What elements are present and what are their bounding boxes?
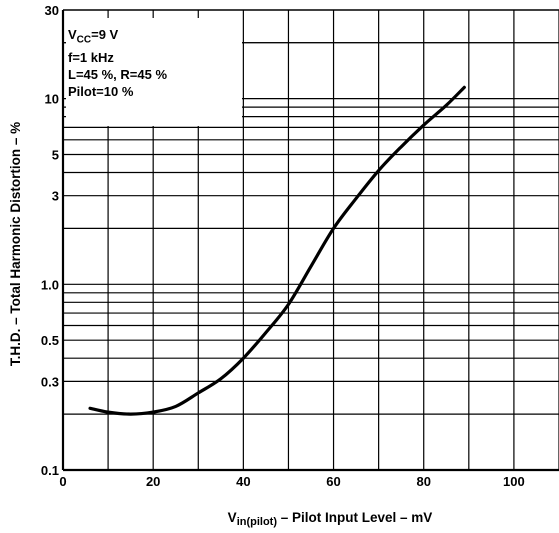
grid: [63, 10, 559, 470]
series-layer: [88, 85, 466, 416]
legend-pilot: Pilot=10 %: [68, 83, 134, 99]
y-tick-label: 5: [52, 148, 59, 163]
legend: VCC=9 V f=1 kHz L=45 %, R=45 % Pilot=10 …: [66, 18, 242, 126]
y-tick-label: 30: [45, 3, 59, 18]
x-tick-label: 100: [503, 474, 525, 489]
x-tick-label: 80: [416, 474, 430, 489]
y-tick-label: 1.0: [41, 277, 59, 292]
x-tick-label: 60: [326, 474, 340, 489]
x-tick-label: 0: [59, 474, 66, 489]
legend-vcc: VCC=9 V: [68, 27, 119, 46]
legend-frequency: f=1 kHz: [68, 49, 114, 65]
legend-levels: L=45 %, R=45 %: [68, 66, 167, 82]
x-tick-label: 20: [146, 474, 160, 489]
y-tick-label: 0.3: [41, 374, 59, 389]
x-tick-label: 40: [236, 474, 250, 489]
y-tick-label: 0.1: [41, 463, 59, 478]
thd-curve: [88, 85, 466, 416]
y-axis-label: T.H.D. – Total Harmonic Distortion – %: [8, 122, 23, 366]
y-tick-label: 10: [45, 92, 59, 107]
y-tick-label: 3: [52, 189, 59, 204]
y-tick-label: 0.5: [41, 333, 59, 348]
axes: [61, 9, 559, 472]
tick-labels: 0 20 40 60 80 100 0.1 0.3 0.5 1.0 3 5 10 30: [41, 3, 525, 489]
x-axis-label: Vin(pilot) – Pilot Input Level – mV: [228, 510, 433, 528]
